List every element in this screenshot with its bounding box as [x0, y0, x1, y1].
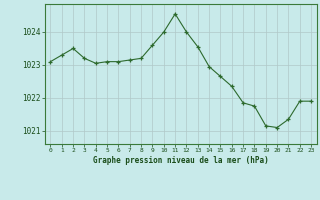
X-axis label: Graphe pression niveau de la mer (hPa): Graphe pression niveau de la mer (hPa) — [93, 156, 269, 165]
